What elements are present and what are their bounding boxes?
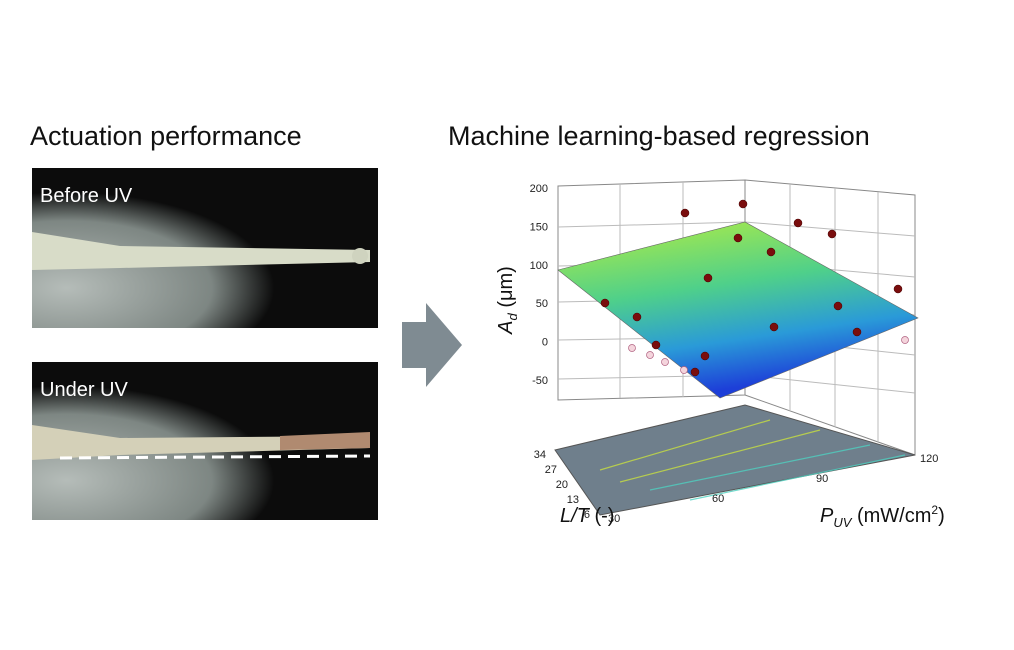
plot-3d: 200 150 100 50 0 -50 34 27 20 13 6 30 60 90 120 Ad (μm… [495,179,945,530]
axis-symbol: L/T [560,505,591,527]
axis-unit: (-) [589,505,615,527]
axis-subscript: UV [833,515,852,530]
tick-label: 13 [567,494,579,506]
tick-label: 6 [584,509,590,521]
axis-symbol: A [495,320,517,334]
photo-under: Under UV [32,362,378,520]
tick-label: 100 [530,260,548,272]
axis-superscript: 2 [931,503,938,517]
left-title: Actuation performance [30,121,302,151]
lt-axis-label: L/T (-) [560,505,614,527]
tick-label: 200 [530,183,548,195]
axis-unit: (μm) [495,266,517,313]
right-title: Machine learning-based regression [448,121,870,151]
tick-label: 150 [530,221,548,233]
tick-label: 120 [920,453,938,465]
photo-label: Before UV [40,185,133,207]
tick-label: 90 [816,473,828,485]
tick-label: 0 [542,337,548,349]
tick-label: -50 [532,375,548,387]
tick-label: 27 [545,464,557,476]
axis-subscript: d [505,312,520,320]
tick-label: 34 [534,449,546,461]
axis-unit: ) [938,505,945,527]
tick-label: 60 [712,493,724,505]
z-axis-label: Ad (μm) [495,266,520,335]
tick-label: 20 [556,479,568,491]
tick-label: 50 [536,298,548,310]
axis-symbol: P [820,505,834,527]
p-axis-label: PUV (mW/cm2) [820,503,945,530]
tick-label: 30 [608,513,620,525]
arrow [402,303,462,387]
photo-label: Under UV [40,379,128,401]
axis-unit: (mW/cm [851,505,931,527]
photo-before: Before UV [32,168,378,328]
